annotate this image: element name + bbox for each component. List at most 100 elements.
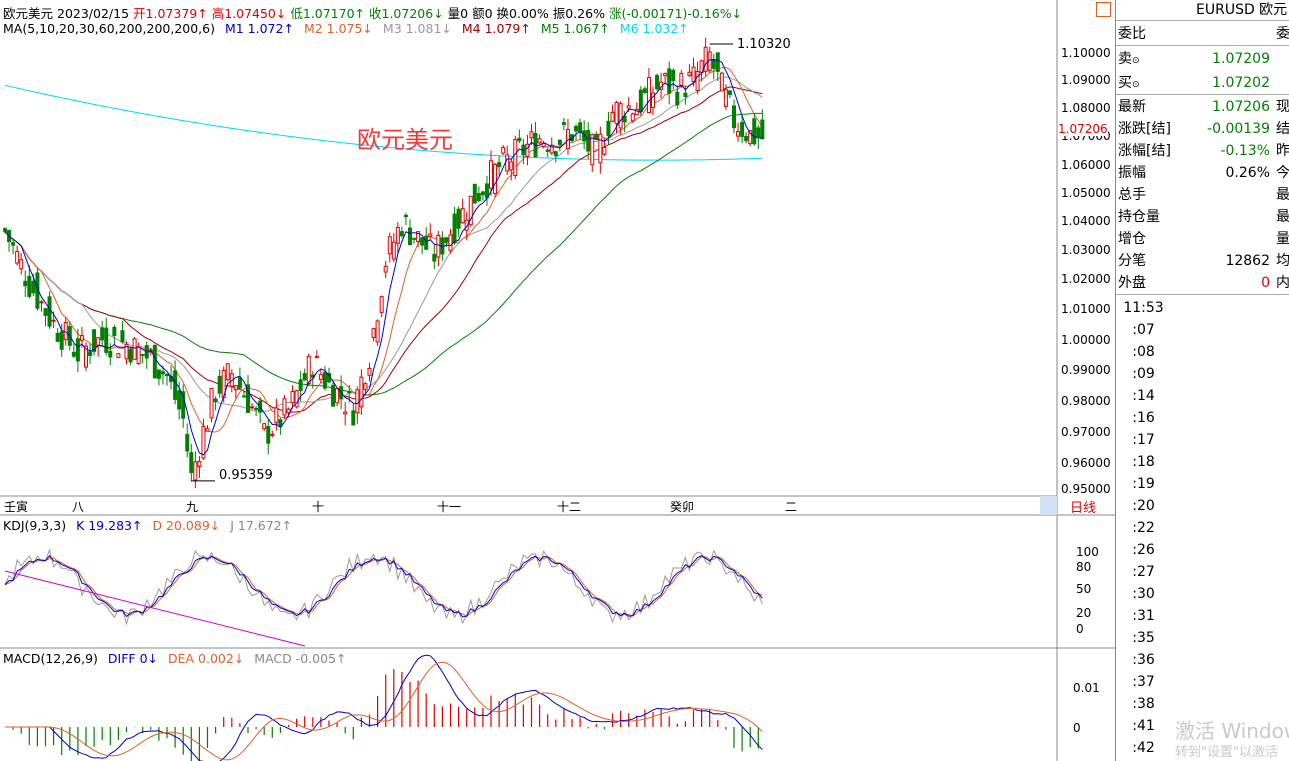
candle-body [282,398,287,416]
candle-body [618,103,623,129]
candle-body [156,369,161,379]
candle-body [553,151,558,157]
candle-body [92,329,97,352]
quote-header: 欧元美元 2023/02/15 开1.07379↑ 高1.07450↓ 低1.0… [3,3,742,22]
candle-body [104,327,109,353]
tick-time: :08 [1132,344,1155,360]
macd-dea-line [5,661,763,761]
price-axis-label: 1.00000 [1061,333,1111,347]
menu-box-icon[interactable] [1096,2,1111,17]
open-price: 开1.07379↑ [133,6,208,21]
candle-body [132,338,137,360]
month-axis-label: 壬寅 [4,500,29,514]
candle-body [727,90,732,95]
candle-body [112,326,117,337]
candle-body [395,226,400,244]
month-axis-label: 十二 [557,500,582,514]
period-button[interactable]: 日线 [1070,501,1097,516]
ma-line-m5 [4,112,763,396]
tick-time: :35 [1132,630,1155,646]
candle-body [250,406,255,409]
candle-body [290,390,295,404]
candle-body [241,395,246,398]
sell-row: 卖⊙ 1.07209 [1116,48,1289,70]
candle-body [108,350,113,358]
candle-body [679,72,684,87]
candle-body [116,353,121,358]
candle-body [663,73,668,77]
candle-body [736,131,741,137]
tick-time: :09 [1132,366,1155,382]
candle-body [75,338,80,362]
ma-line-m1 [4,59,763,456]
change: 涨(-0.00171)-0.16%↓ [608,6,743,21]
candle-body [509,161,514,171]
candle-body [39,301,44,304]
candle-body [448,234,453,252]
kdj-axis-label: 0 [1076,622,1084,636]
candle-body [594,133,599,140]
tick-time: :20 [1132,498,1155,514]
candle-body [464,219,469,231]
candle-body [197,461,202,468]
candle-body [3,228,7,232]
candle-body [715,52,720,72]
candle-body [638,89,643,112]
candle-body [201,426,206,459]
tick-time: :27 [1132,564,1155,580]
candle-body [294,390,299,408]
ma-m4: M4 1.079↑ [461,21,531,36]
amplitude: 振0.26% [552,6,605,21]
candle-body [318,374,323,380]
candle-body [274,407,279,423]
candle-body [537,138,542,144]
buy-label: 买⊙ [1118,75,1140,91]
price-axis-label: 1.10000 [1061,46,1111,60]
month-axis-label: 十一 [437,500,462,514]
candle-body [610,112,615,122]
quote-row-label: 外盘 [1118,275,1146,291]
candle-body [23,280,28,287]
ma-m5: M5 1.067↑ [540,21,610,36]
candle-body [140,353,145,356]
macd-diff-line [5,654,763,761]
candle-body [15,250,20,264]
tick-time: :19 [1132,476,1155,492]
candle-body [11,242,16,246]
quote-row: 持仓量 最 [1116,206,1289,228]
kline-chart-area[interactable] [0,0,1115,761]
candle-body [47,296,52,327]
candle-body [651,92,655,109]
quote-row-cut: 结 [1276,121,1289,137]
price-axis-label: 1.02000 [1061,272,1111,286]
candle-body [561,122,566,125]
candle-body [622,115,627,123]
candle-body [695,70,700,92]
candle-body [675,91,680,106]
quote-row-cut: 现 [1276,99,1289,115]
tick-time: :42 [1132,740,1155,756]
quote-row-label: 分笔 [1118,253,1146,269]
candle-body [687,71,692,77]
scroll-button[interactable] [1040,496,1057,515]
quote-row: 最新 1.07206 现 [1116,96,1289,118]
candle-body [302,373,307,381]
candle-body [225,363,230,381]
price-axis-label: 0.96000 [1061,456,1111,470]
kdj-line-j [4,548,763,626]
sell-value: 1.07209 [1212,51,1270,67]
volume: 量0 [447,6,469,21]
price-axis-label: 0.97000 [1061,425,1111,439]
candle-body [501,147,506,154]
candle-body [444,237,449,243]
candle-body [55,332,60,342]
tick-time: :38 [1132,696,1155,712]
candle-body [359,376,364,408]
buy-value: 1.07202 [1212,75,1270,91]
ma-params: MA(5,10,20,30,60,200,200,200,6) [3,21,215,36]
quote-row-cut: 最 [1276,209,1289,225]
candle-body [213,398,218,403]
quote-row-value: 0.26% [1225,165,1270,181]
macd-axis-label: 0.01 [1073,681,1100,695]
ma-m3: M3 1.081↓ [382,21,452,36]
